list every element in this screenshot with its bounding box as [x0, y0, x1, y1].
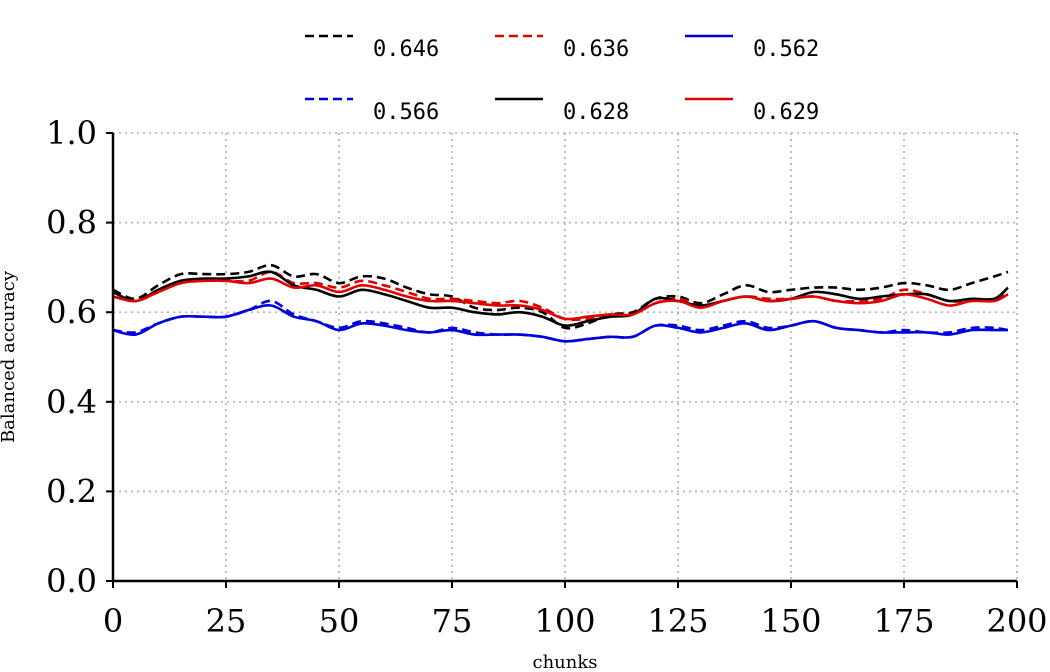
legend-label: 0.628 [563, 100, 629, 125]
legend-item: 0.646 [305, 34, 439, 62]
legend-item: 0.566 [305, 97, 439, 125]
series-lines [112, 263, 1009, 343]
y-tick-label: 0.2 [46, 472, 97, 510]
legend-label: 0.562 [753, 37, 819, 62]
legend-label: 0.636 [563, 37, 629, 62]
x-tick-label: 75 [432, 602, 473, 640]
legend-item: 0.629 [685, 97, 819, 125]
y-tick-label: 0.8 [46, 204, 97, 242]
grid [112, 132, 1018, 582]
x-tick-label: 200 [986, 602, 1047, 640]
legend-label: 0.629 [753, 100, 819, 125]
x-axis-label: chunks [532, 652, 597, 672]
series-line-4 [112, 299, 1009, 343]
x-tick-label: 150 [760, 602, 821, 640]
x-tick-label: 50 [319, 602, 360, 640]
series-line-1 [112, 263, 1009, 330]
legend-label: 0.646 [373, 37, 439, 62]
x-tick-label: 0 [103, 602, 123, 640]
legend: 0.646 0.636 0.562 0.566 0.628 0.629 [305, 34, 819, 125]
x-tick-label: 25 [206, 602, 247, 640]
y-tick-label: 0.6 [46, 293, 97, 331]
x-tick-label: 125 [647, 602, 708, 640]
y-tick-label: 0.0 [46, 562, 97, 600]
legend-item: 0.636 [495, 34, 629, 62]
y-tick-label: 1.0 [46, 114, 97, 152]
y-tick-label: 0.4 [46, 383, 97, 421]
ticks: 0 25 50 75 100 125 150 175 200 0.0 0.2 0.4 0.6 0.8 1.0 [46, 114, 1047, 640]
x-tick-label: 100 [534, 602, 595, 640]
series-line-5 [112, 270, 1009, 328]
x-tick-label: 175 [873, 602, 934, 640]
y-axis-label: Balanced accuracy [0, 270, 19, 443]
legend-item: 0.628 [495, 97, 629, 125]
legend-item: 0.562 [685, 34, 819, 62]
series-line-2 [112, 270, 1009, 322]
series-line-6 [112, 277, 1009, 321]
legend-label: 0.566 [373, 100, 439, 125]
